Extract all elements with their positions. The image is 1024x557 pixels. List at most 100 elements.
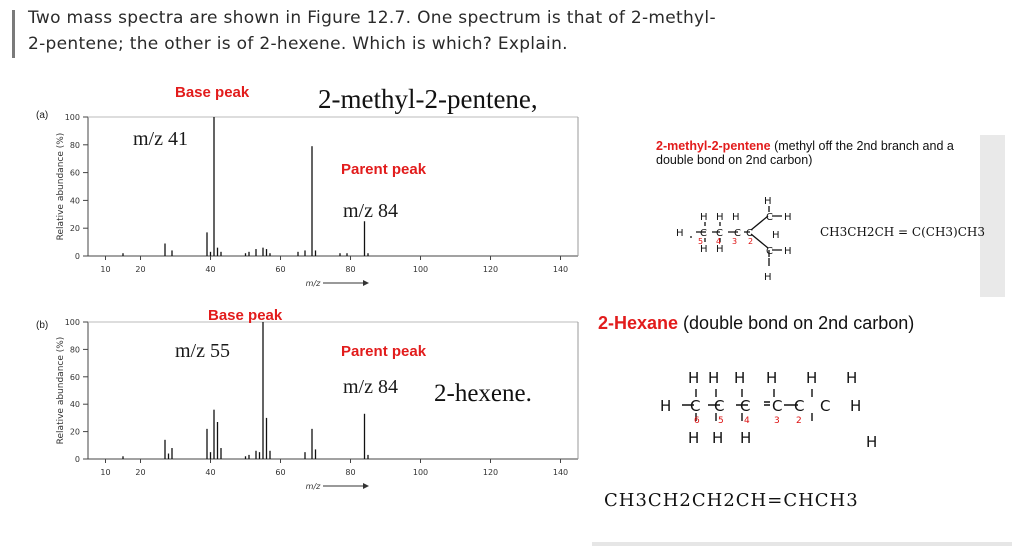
note-a-title: 2-methyl-2-pentene bbox=[656, 139, 771, 153]
svg-text:5: 5 bbox=[698, 237, 703, 246]
svg-text:H: H bbox=[676, 228, 684, 239]
svg-text:C: C bbox=[714, 397, 724, 415]
svg-text:H: H bbox=[660, 397, 671, 415]
svg-text:H: H bbox=[688, 429, 699, 447]
svg-text:C: C bbox=[690, 397, 700, 415]
panel-a-compound-title: 2-methyl-2-pentene, bbox=[318, 84, 538, 114]
y-axis-label: Relative abundance (%) bbox=[56, 133, 66, 241]
y-axis-label: Relative abundance (%) bbox=[56, 337, 66, 445]
svg-text:H: H bbox=[784, 246, 792, 257]
svg-text:2: 2 bbox=[796, 416, 802, 426]
svg-text:C: C bbox=[772, 397, 782, 415]
svg-text:C: C bbox=[766, 246, 773, 257]
note-b: 2-Hexane (double bond on 2nd carbon) bbox=[598, 313, 978, 334]
x-tick-label: 20 bbox=[135, 468, 145, 477]
panel-a-label: (a) bbox=[36, 110, 49, 121]
x-tick-label: 60 bbox=[275, 468, 285, 477]
y-tick-label: 80 bbox=[70, 345, 80, 354]
panel-a-parent-mz: m/z 84 bbox=[343, 200, 398, 222]
svg-text:H: H bbox=[716, 212, 724, 223]
question-line-1: Two mass spectra are shown in Figure 12.… bbox=[28, 8, 716, 28]
x-tick-label: 80 bbox=[345, 468, 355, 477]
x-tick-label: 10 bbox=[100, 468, 110, 477]
spectrum-a: 0 20 40 60 80 100 10 20 40 60 80 100 120 140 Relative … bbox=[56, 113, 579, 288]
panel-a-parent-peak-label: Parent peak bbox=[341, 161, 427, 178]
panel-b-label: (b) bbox=[36, 320, 49, 331]
svg-text:C: C bbox=[734, 228, 741, 239]
svg-text:H: H bbox=[732, 212, 740, 223]
y-tick-label: 20 bbox=[70, 428, 80, 437]
y-tick-label: 20 bbox=[70, 224, 80, 233]
svg-text:5: 5 bbox=[718, 416, 724, 426]
question-bar bbox=[12, 10, 15, 58]
scroll-strip bbox=[980, 135, 1005, 297]
x-tick-label: 140 bbox=[553, 265, 568, 274]
svg-text:H: H bbox=[712, 429, 723, 447]
structure-a-formula: CH3CH2CH = C(CH3)CH3 bbox=[820, 225, 985, 239]
svg-text:6: 6 bbox=[694, 416, 700, 426]
svg-text:3: 3 bbox=[732, 237, 737, 246]
x-tick-label: 80 bbox=[345, 265, 355, 274]
x-tick-label: 120 bbox=[483, 468, 498, 477]
svg-text:H: H bbox=[806, 369, 817, 387]
svg-text:H: H bbox=[734, 369, 745, 387]
svg-text:C: C bbox=[820, 397, 830, 415]
x-tick-label: 100 bbox=[413, 468, 428, 477]
svg-text:H: H bbox=[772, 230, 780, 241]
y-tick-label: 80 bbox=[70, 141, 80, 150]
spectrum-b: 0 20 40 60 80 100 10 20 40 60 80 100 120 140 Relative … bbox=[56, 318, 579, 491]
panel-b-parent-peak-label: Parent peak bbox=[341, 343, 427, 360]
x-axis-label: m/z bbox=[306, 279, 321, 288]
bottom-divider bbox=[592, 542, 1012, 546]
svg-text:H: H bbox=[740, 429, 751, 447]
x-tick-label: 10 bbox=[100, 265, 110, 274]
x-tick-label: 40 bbox=[205, 468, 215, 477]
svg-text:4: 4 bbox=[744, 416, 750, 426]
y-tick-label: 100 bbox=[65, 318, 80, 327]
svg-text:C: C bbox=[766, 212, 773, 223]
question-line-2: 2-pentene; the other is of 2-hexene. Whi… bbox=[28, 34, 568, 54]
note-a-desc: (methyl off the 2nd branch and a double … bbox=[656, 139, 954, 167]
x-tick-label: 140 bbox=[553, 468, 568, 477]
svg-text:H: H bbox=[716, 244, 724, 255]
panel-b-parent-mz: m/z 84 bbox=[343, 376, 398, 398]
panel-a-base-peak-label: Base peak bbox=[175, 84, 250, 101]
svg-text:C: C bbox=[740, 397, 750, 415]
svg-text:3: 3 bbox=[774, 416, 780, 426]
y-tick-label: 40 bbox=[70, 196, 80, 205]
x-tick-label: 120 bbox=[483, 265, 498, 274]
y-tick-label: 60 bbox=[70, 373, 80, 382]
svg-text:4: 4 bbox=[716, 237, 721, 246]
note-b-desc: (double bond on 2nd carbon) bbox=[678, 313, 915, 333]
panel-b-base-peak-label: Base peak bbox=[208, 307, 283, 324]
panel-b-base-mz: m/z 55 bbox=[175, 340, 230, 362]
svg-text:H: H bbox=[764, 196, 772, 207]
svg-text:H: H bbox=[766, 369, 777, 387]
svg-text:H: H bbox=[700, 212, 708, 223]
y-tick-label: 0 bbox=[75, 455, 80, 464]
panel-b-compound-title: 2-hexene. bbox=[434, 380, 532, 407]
svg-text:H: H bbox=[764, 272, 772, 283]
panel-a-base-mz: m/z 41 bbox=[133, 128, 188, 150]
svg-text:H: H bbox=[708, 369, 719, 387]
x-tick-label: 40 bbox=[205, 265, 215, 274]
svg-text:C: C bbox=[700, 228, 707, 239]
note-b-title: 2-Hexane bbox=[598, 313, 679, 333]
structure-b-formula: CH3CH2CH2CH=CHCH3 bbox=[604, 490, 859, 511]
note-a: 2-methyl-2-pentene (methyl off the 2nd b… bbox=[656, 139, 956, 167]
svg-text:H: H bbox=[784, 212, 792, 223]
y-tick-label: 40 bbox=[70, 400, 80, 409]
svg-text:H: H bbox=[688, 369, 699, 387]
x-axis-label: m/z bbox=[306, 482, 321, 491]
x-tick-label: 60 bbox=[275, 265, 285, 274]
svg-text:H: H bbox=[850, 397, 861, 415]
svg-text:H: H bbox=[846, 369, 857, 387]
svg-text:H: H bbox=[866, 433, 877, 451]
x-tick-label: 20 bbox=[135, 265, 145, 274]
svg-text:C: C bbox=[794, 397, 804, 415]
y-tick-label: 0 bbox=[75, 252, 80, 261]
svg-text:2: 2 bbox=[748, 237, 753, 246]
